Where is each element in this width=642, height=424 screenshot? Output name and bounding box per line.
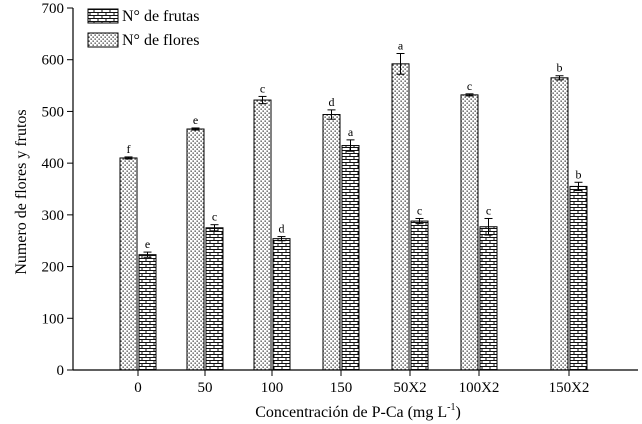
bar-frutas — [410, 220, 429, 371]
legend-swatch-flores — [87, 32, 119, 48]
x-tick-label: 50X2 — [393, 380, 426, 396]
significance-letter: c — [260, 81, 265, 95]
legend-label-frutas: N° de frutas — [122, 8, 199, 25]
y-tick-label: 400 — [42, 156, 65, 172]
significance-letter: c — [212, 210, 217, 224]
x-tick-label: 0 — [134, 380, 142, 396]
y-tick-label: 100 — [42, 311, 65, 327]
x-axis-label-suffix: ) — [455, 404, 460, 421]
y-tick-label: 0 — [57, 363, 65, 379]
bar-flores — [322, 114, 341, 371]
bar-frutas — [205, 227, 224, 371]
x-tick-label: 100X2 — [459, 380, 500, 396]
plot-area: f e c d a c b e c d a c c b — [119, 39, 588, 371]
significance-letter: d — [279, 222, 285, 236]
significance-letter: b — [557, 61, 563, 75]
x-axis-label: Concentración de P-Ca (mg L-1) — [255, 402, 461, 421]
legend-label-flores: N° de flores — [122, 32, 199, 49]
x-tick-label: 150 — [330, 380, 353, 396]
x-tick-label: 100 — [261, 380, 284, 396]
significance-letter: d — [329, 95, 335, 109]
x-tick-label: 150X2 — [549, 380, 590, 396]
bar-flores — [550, 77, 569, 371]
significance-letter: a — [348, 125, 354, 139]
y-tick-label: 200 — [42, 260, 65, 276]
bar-frutas — [569, 185, 588, 371]
legend-swatch-frutas — [87, 8, 119, 24]
bar-flores — [391, 63, 410, 371]
bar-flores — [253, 99, 272, 371]
legend: N° de frutas N° de flores — [87, 8, 199, 49]
bar-flores — [460, 94, 479, 371]
bar-frutas — [479, 226, 498, 371]
y-tick-label: 500 — [42, 104, 65, 120]
y-tick-label: 600 — [42, 53, 65, 69]
significance-letter: e — [145, 237, 150, 251]
x-axis-label-superscript: -1 — [447, 402, 455, 413]
significance-letter: b — [576, 167, 582, 181]
bar-frutas — [341, 145, 360, 371]
y-tick-label: 700 — [42, 1, 65, 17]
bar-frutas — [138, 254, 157, 371]
bar-flores — [119, 157, 138, 371]
bar-frutas — [272, 238, 291, 371]
significance-letter: c — [486, 203, 491, 217]
x-tick-label: 50 — [198, 380, 213, 396]
y-tick-label: 300 — [42, 208, 65, 224]
bar-flores — [186, 128, 205, 371]
x-axis-label-main: Concentración de P-Ca (mg L — [255, 404, 447, 421]
significance-letter: a — [398, 39, 404, 53]
y-axis-label: Numero de flores y frutos — [13, 109, 30, 274]
significance-letter: f — [127, 142, 131, 156]
significance-letter: c — [467, 79, 472, 93]
significance-letter: c — [417, 203, 422, 217]
significance-letter: e — [193, 113, 198, 127]
